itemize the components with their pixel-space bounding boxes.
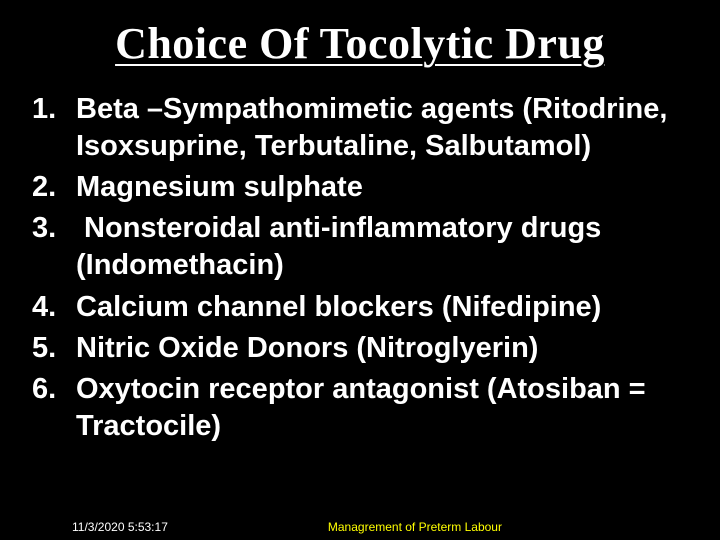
drug-list: Beta –Sympathomimetic agents (Ritodrine,… [24,91,696,445]
footer-subtitle: Managrement of Preterm Labour [168,520,502,534]
list-item: Beta –Sympathomimetic agents (Ritodrine,… [32,91,696,165]
slide-container: Choice Of Tocolytic Drug Beta –Sympathom… [0,0,720,540]
list-item: Magnesium sulphate [32,169,696,206]
list-item: Calcium channel blockers (Nifedipine) [32,289,696,326]
slide-footer: 11/3/2020 5:53:17 Managrement of Preterm… [0,520,720,534]
footer-date: 11/3/2020 5:53:17 [0,520,168,534]
list-item: Oxytocin receptor antagonist (Atosiban =… [32,371,696,445]
slide-title: Choice Of Tocolytic Drug [24,18,696,69]
list-item: Nonsteroidal anti-inflammatory drugs (In… [32,210,696,284]
list-item: Nitric Oxide Donors (Nitroglyerin) [32,330,696,367]
